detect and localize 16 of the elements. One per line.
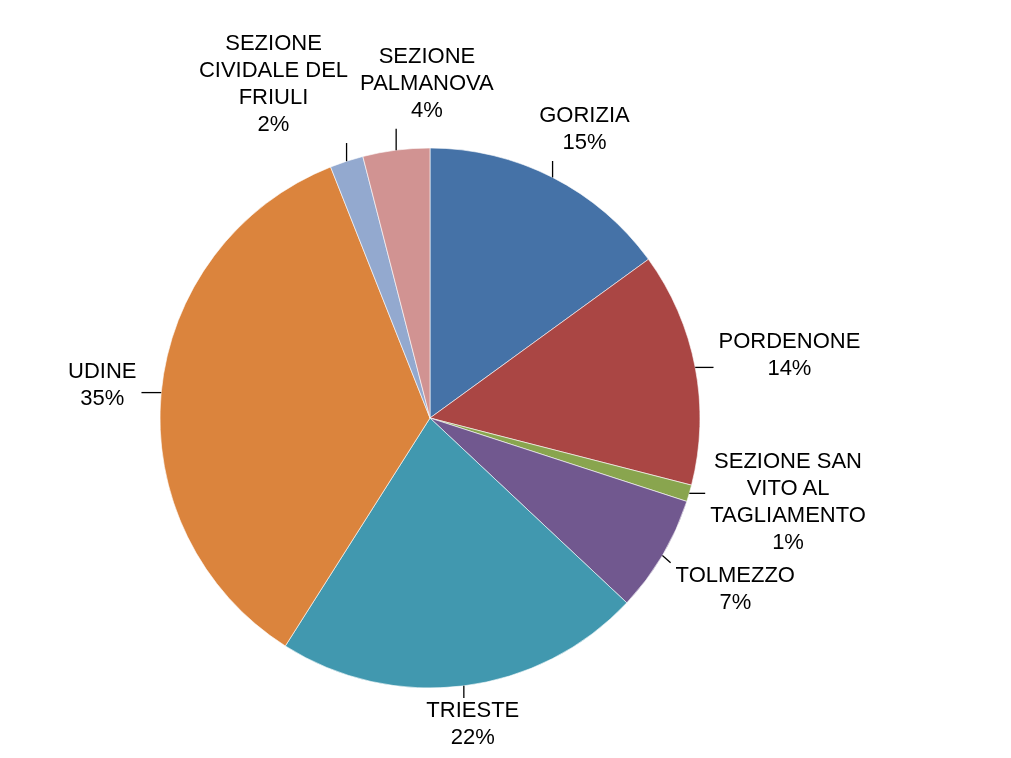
slice-label: SEZIONE PALMANOVA bbox=[360, 42, 495, 95]
data-label: 4% bbox=[411, 96, 443, 122]
data-label: 22% bbox=[450, 724, 495, 749]
data-label: 14% bbox=[767, 354, 812, 380]
data-label: 35% bbox=[80, 384, 125, 410]
slice-label: SEZIONE SAN VITO AL TAGLIAMENTO bbox=[710, 447, 866, 527]
data-label: 1% bbox=[772, 528, 804, 554]
slice-label: GORIZIA bbox=[539, 101, 631, 127]
slice-label: SEZIONE CIVIDALE DEL FRIULI bbox=[198, 30, 349, 110]
slice-label: UDINE bbox=[68, 357, 137, 383]
data-label: 7% bbox=[719, 588, 752, 614]
slice-label: PORDENONE bbox=[718, 327, 861, 353]
slice-label: TRIESTE bbox=[426, 697, 520, 722]
data-label: 2% bbox=[257, 111, 290, 137]
slice-label: TOLMEZZO bbox=[675, 561, 795, 587]
data-label: 15% bbox=[562, 128, 607, 154]
